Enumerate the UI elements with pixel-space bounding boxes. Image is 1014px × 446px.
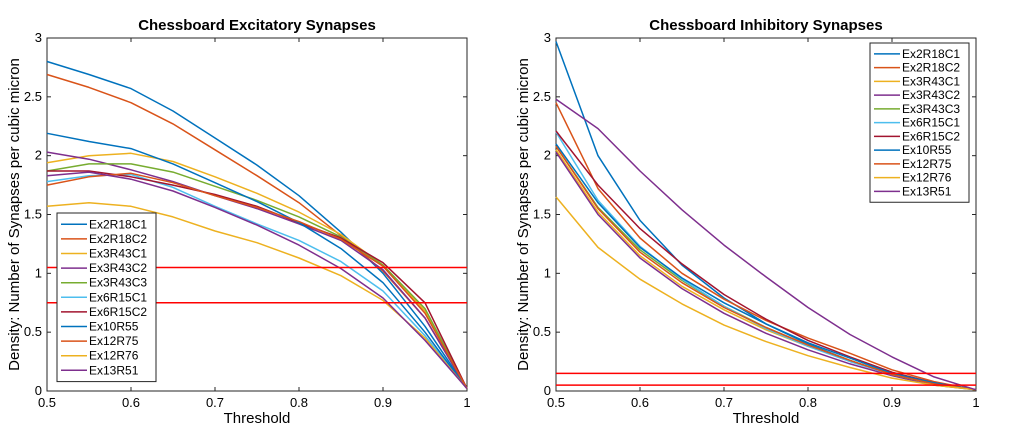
y-tick-label: 3 bbox=[35, 30, 42, 45]
legend-entry: Ex6R15C2 bbox=[89, 305, 147, 319]
legend-entry: Ex3R43C1 bbox=[902, 74, 960, 88]
chart-excitatory: Chessboard Excitatory Synapses 0.5 0.6 0.7 0… bbox=[6, 17, 471, 427]
y-tick-label: 2 bbox=[544, 148, 551, 163]
y-tick-label: 0.5 bbox=[24, 324, 42, 339]
legend-entry: Ex6R15C1 bbox=[902, 116, 960, 130]
legend-entry: Ex2R18C2 bbox=[902, 61, 960, 75]
series-line-ex3r43c2 bbox=[46, 151, 468, 389]
legend-entry: Ex3R43C1 bbox=[89, 247, 147, 261]
legend-entry: Ex6R15C2 bbox=[902, 129, 960, 143]
legend-entry: Ex2R18C1 bbox=[902, 47, 960, 61]
y-tick-label: 1.5 bbox=[24, 207, 42, 222]
legend-entry: Ex3R43C3 bbox=[89, 276, 147, 290]
legend-entry: Ex13R51 bbox=[89, 363, 139, 377]
x-tick-label: 0.5 bbox=[38, 395, 56, 410]
series-line-ex3r43c3 bbox=[46, 163, 468, 389]
legend-entry: Ex3R43C2 bbox=[89, 261, 147, 275]
x-tick-label: 0.8 bbox=[799, 395, 817, 410]
y-tick-label: 1 bbox=[35, 265, 42, 280]
series-line-ex12r75 bbox=[46, 172, 468, 389]
chart-title: Chessboard Inhibitory Synapses bbox=[649, 17, 882, 34]
legend-entry: Ex12R76 bbox=[89, 349, 139, 363]
legend-entry: Ex10R55 bbox=[902, 143, 952, 157]
x-tick-label: 0.9 bbox=[883, 395, 901, 410]
x-tick-label: 1 bbox=[463, 395, 470, 410]
series-line-ex12r75 bbox=[555, 145, 977, 391]
x-axis-label: Threshold bbox=[224, 410, 291, 427]
series-line-ex10r55 bbox=[555, 143, 977, 391]
y-tick-label: 0.5 bbox=[533, 324, 551, 339]
legend-entry: Ex12R75 bbox=[902, 157, 952, 171]
legend-entry: Ex2R18C1 bbox=[89, 217, 147, 231]
x-tick-label: 0.8 bbox=[290, 395, 308, 410]
series-line-ex3r43c2 bbox=[555, 151, 977, 391]
legend: Ex2R18C1Ex2R18C2Ex3R43C1Ex3R43C2Ex3R43C3… bbox=[869, 42, 970, 203]
chart-title: Chessboard Excitatory Synapses bbox=[138, 17, 376, 34]
legend-entry: Ex2R18C2 bbox=[89, 232, 147, 246]
chart-inhibitory: Chessboard Inhibitory Synapses 0.5 0.6 0.7 0… bbox=[515, 17, 980, 427]
y-tick-label: 2 bbox=[35, 148, 42, 163]
series-line-ex13r51 bbox=[46, 171, 468, 390]
legend-entry: Ex12R76 bbox=[902, 171, 952, 185]
y-tick-label: 1.5 bbox=[533, 207, 551, 222]
legend-entry: Ex13R51 bbox=[902, 184, 952, 198]
y-axis-label: Density: Number of Synapses per cubic mi… bbox=[515, 58, 532, 371]
legend-entry: Ex12R75 bbox=[89, 334, 139, 348]
y-tick-label: 2.5 bbox=[24, 89, 42, 104]
x-axis-label: Threshold bbox=[733, 410, 800, 427]
y-tick-label: 0 bbox=[35, 383, 42, 398]
series-line-ex10r55 bbox=[46, 132, 468, 390]
x-tick-label: 1 bbox=[972, 395, 979, 410]
series-line-ex12r76 bbox=[555, 196, 977, 391]
series-line-ex2r18c1 bbox=[46, 60, 468, 390]
y-axis-label: Density: Number of Synapses per cubic mi… bbox=[6, 58, 23, 371]
legend-entry: Ex3R43C3 bbox=[902, 102, 960, 116]
legend-entry: Ex10R55 bbox=[89, 320, 139, 334]
y-tick-label: 0 bbox=[544, 383, 551, 398]
y-tick-label: 2.5 bbox=[533, 89, 551, 104]
series-line-ex6r15c2 bbox=[555, 130, 977, 391]
y-tick-label: 1 bbox=[544, 265, 551, 280]
x-tick-label: 0.6 bbox=[631, 395, 649, 410]
legend-entry: Ex6R15C1 bbox=[89, 290, 147, 304]
x-tick-label: 0.7 bbox=[206, 395, 224, 410]
y-tick-label: 3 bbox=[544, 30, 551, 45]
x-tick-label: 0.9 bbox=[374, 395, 392, 410]
series-line-ex13r51 bbox=[555, 98, 977, 391]
x-tick-label: 0.6 bbox=[122, 395, 140, 410]
legend: Ex2R18C1Ex2R18C2Ex3R43C1Ex3R43C2Ex3R43C3… bbox=[56, 212, 157, 383]
legend-entry: Ex3R43C2 bbox=[902, 88, 960, 102]
x-tick-label: 0.7 bbox=[715, 395, 733, 410]
x-tick-label: 0.5 bbox=[547, 395, 565, 410]
